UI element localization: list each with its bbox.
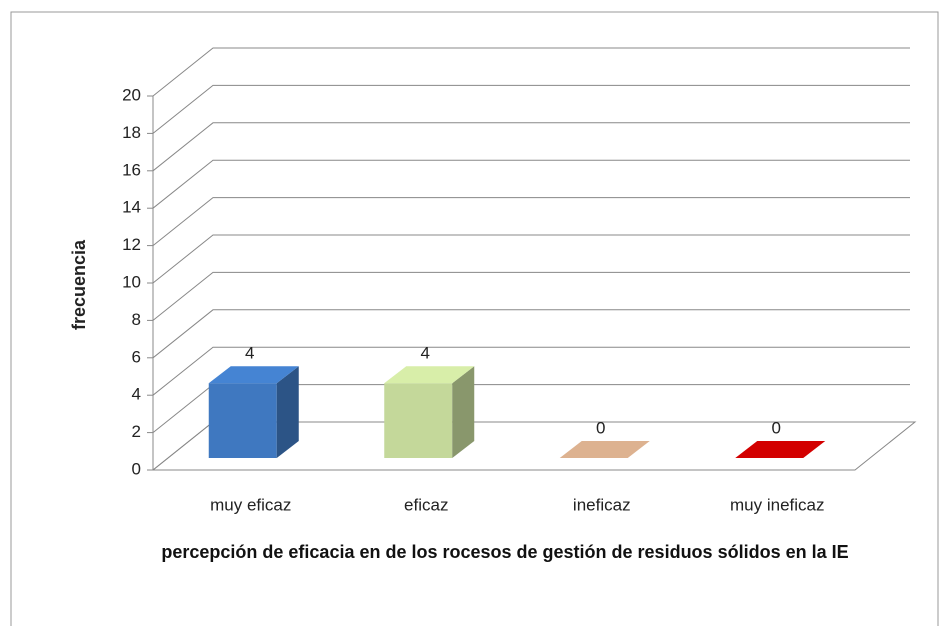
bar-top <box>559 441 650 458</box>
bar-side <box>276 366 299 458</box>
grid-line <box>152 47 910 97</box>
y-tick-label: 8 <box>132 310 141 329</box>
bar-top <box>208 366 299 384</box>
y-axis-label: frecuencia <box>69 239 89 330</box>
x-tick-label: muy eficaz <box>210 495 291 514</box>
x-tick-label: muy ineficaz <box>730 495 824 514</box>
bar-top <box>384 366 475 384</box>
bar <box>208 366 299 458</box>
y-tick-label: 16 <box>122 160 141 179</box>
grid-line <box>152 271 910 321</box>
y-tick-label: 18 <box>122 123 141 142</box>
grid-line <box>152 197 910 246</box>
x-axis-label: percepción de eficacia en de los rocesos… <box>161 542 849 562</box>
x-tick-label: eficaz <box>404 495 448 514</box>
grid-line <box>152 159 910 209</box>
bar <box>735 441 826 458</box>
y-tick-label: 0 <box>132 459 141 478</box>
bar <box>384 366 475 458</box>
bar-top <box>735 441 826 458</box>
y-tick-label: 20 <box>122 85 141 104</box>
grid-line <box>152 346 910 396</box>
grid-line <box>152 122 910 172</box>
x-tick-label: ineficaz <box>573 495 631 514</box>
y-tick-label: 14 <box>122 198 141 217</box>
bar-front <box>384 383 453 458</box>
y-tick-label: 2 <box>132 422 141 441</box>
y-tick-label: 6 <box>132 347 141 366</box>
y-tick-label: 12 <box>122 235 141 254</box>
data-label: 0 <box>596 418 605 437</box>
data-label: 4 <box>245 344 254 363</box>
grid-line <box>152 84 910 134</box>
grid-line <box>152 234 910 284</box>
bar <box>559 441 650 458</box>
bar-front <box>208 383 277 458</box>
bar-side <box>452 366 475 458</box>
data-label: 4 <box>421 344 430 363</box>
data-label: 0 <box>772 418 781 437</box>
y-tick-label: 4 <box>132 385 141 404</box>
y-tick-label: 10 <box>122 272 141 291</box>
grid-line <box>152 309 910 359</box>
chart-border <box>10 11 939 626</box>
